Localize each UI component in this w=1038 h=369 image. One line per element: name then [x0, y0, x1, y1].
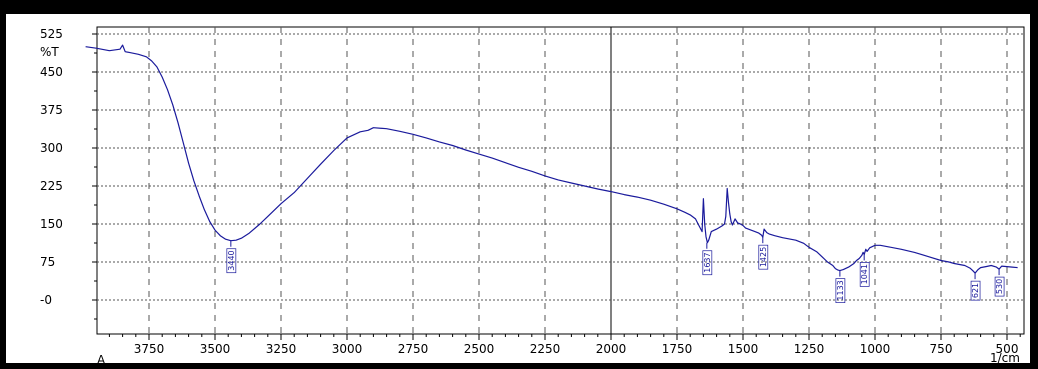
y-axis-label: %T	[40, 45, 59, 59]
peak-label-group: 3440	[226, 248, 237, 274]
x-tick-label: 3750	[134, 342, 165, 356]
plot-area	[96, 26, 1025, 335]
x-tick-label: 1000	[860, 342, 891, 356]
x-tick-label: 2250	[530, 342, 561, 356]
peak-label-group: 530	[994, 276, 1005, 297]
corner-label: A	[97, 353, 106, 367]
x-tick-label: 3250	[266, 342, 297, 356]
peak-label-group: 621	[970, 280, 981, 301]
peak-label-box	[226, 248, 237, 274]
x-tick-label: 2500	[464, 342, 495, 356]
peak-label-group: 1133	[835, 278, 846, 303]
peak-label: 1133	[836, 280, 845, 300]
peak-layer: 3440 1637 1425 1133 1041 621 530	[226, 237, 1005, 303]
y-tick-label: 150	[40, 217, 63, 231]
x-tick-label: 2000	[596, 342, 627, 356]
x-axis-label: 1/cm	[990, 351, 1020, 365]
axis-layer: 3750 3500 3250 3000 2750 2500 2250 2000 1750 1500…	[40, 27, 1021, 356]
peak-label: 621	[971, 283, 980, 298]
peak-label: 1425	[759, 247, 768, 267]
peak-label-group: 1425	[758, 244, 769, 270]
peak-label-box	[702, 250, 713, 276]
y-tick-label: 300	[40, 141, 63, 155]
peak-label: 530	[995, 279, 1004, 294]
grid-layer	[97, 27, 1024, 334]
y-tick-label: -0	[40, 293, 52, 307]
x-tick-label: 750	[930, 342, 953, 356]
peak-label: 1041	[860, 264, 869, 284]
peak-label-box	[859, 262, 870, 287]
peak-label-group: 1041	[859, 262, 870, 287]
x-tick-label: 1750	[662, 342, 693, 356]
series-layer	[85, 44, 1018, 274]
x-tick-label: 1250	[794, 342, 825, 356]
x-tick-label: 500	[996, 342, 1019, 356]
peak-label-box	[835, 278, 846, 303]
peak-label: 1637	[703, 252, 712, 272]
y-tick-label: 375	[40, 103, 63, 117]
y-tick-label: 450	[40, 65, 63, 79]
peak-label: 3440	[227, 250, 236, 270]
y-tick-label: 75	[40, 255, 55, 269]
x-tick-label: 2750	[398, 342, 429, 356]
peak-label-box	[758, 244, 769, 270]
peak-label-group: 1637	[702, 250, 713, 276]
y-tick-label: 525	[40, 27, 63, 41]
peak-label-box	[970, 280, 981, 301]
peak-label-box	[994, 276, 1005, 297]
x-tick-label: 1500	[728, 342, 759, 356]
spectrum-series-line	[85, 44, 1018, 274]
y-tick-label: 225	[40, 179, 63, 193]
x-tick-label: 3500	[200, 342, 231, 356]
x-tick-label: 3000	[332, 342, 363, 356]
